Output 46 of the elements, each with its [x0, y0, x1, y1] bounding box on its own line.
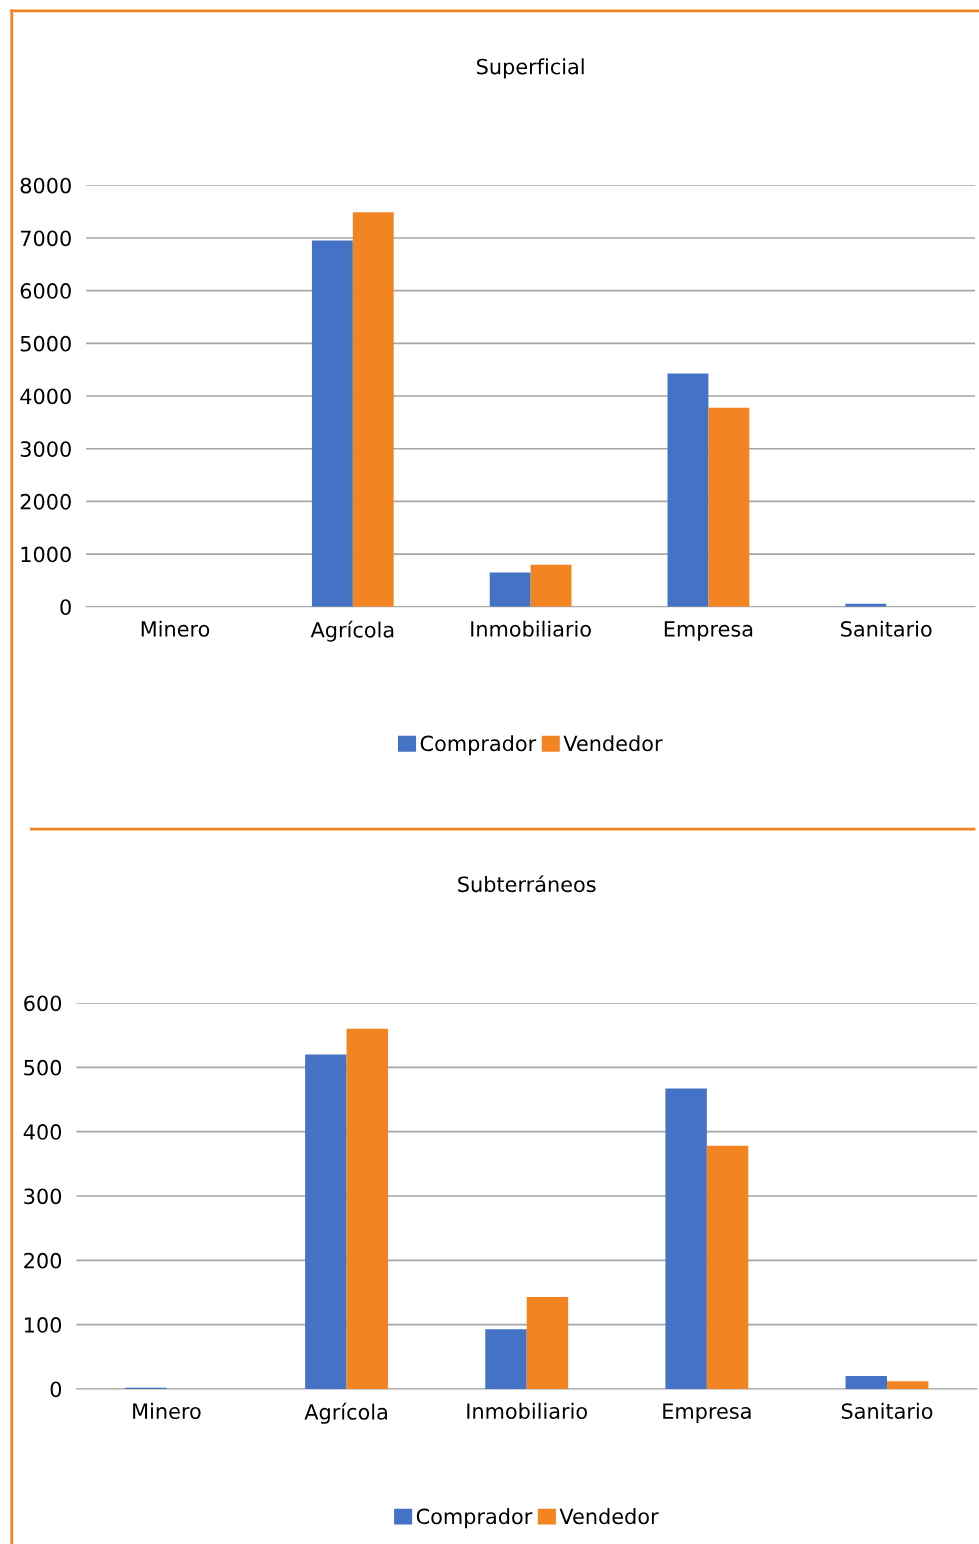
bar — [526, 1296, 569, 1389]
y-tick-label: 500 — [24, 1059, 62, 1076]
y-tick-label: 2000 — [20, 493, 71, 510]
x-tick-label: Minero — [133, 1402, 201, 1419]
x-tick-label: Agrícola — [310, 620, 394, 642]
bar — [665, 1088, 707, 1389]
y-tick-label: 4000 — [20, 388, 71, 405]
x-tick-label: Sanitario — [841, 1402, 933, 1419]
bar — [305, 1054, 347, 1389]
bar — [667, 373, 709, 607]
chart-title: Superficial — [477, 58, 584, 79]
y-tick-label: 600 — [24, 995, 62, 1012]
bar — [311, 240, 353, 607]
y-tick-label: 0 — [60, 599, 71, 615]
y-tick-label: 100 — [25, 1317, 62, 1333]
bar — [886, 1381, 929, 1389]
x-tick-label: Inmobiliario — [471, 620, 591, 637]
y-tick-label: 400 — [23, 1124, 62, 1140]
y-tick-label: 200 — [24, 1252, 62, 1269]
bar — [708, 407, 750, 607]
bar — [706, 1145, 749, 1389]
x-tick-label: Inmobiliario — [467, 1402, 587, 1419]
y-tick-label: 0 — [50, 1381, 62, 1398]
bar — [346, 1028, 388, 1389]
bar — [352, 212, 394, 607]
x-tick-label: Minero — [141, 620, 210, 637]
y-tick-label: 6000 — [20, 283, 71, 299]
y-tick-label: 5000 — [20, 335, 71, 352]
bar — [489, 572, 531, 607]
x-tick-label: Agrícola — [304, 1402, 387, 1424]
x-tick-label: Empresa — [664, 621, 753, 641]
y-tick-label: 300 — [24, 1188, 62, 1205]
legend-label: Vendedor — [563, 735, 663, 752]
y-tick-label: 8000 — [20, 177, 71, 194]
legend-label: Comprador — [420, 735, 537, 756]
legend-label: Comprador — [416, 1508, 533, 1529]
y-tick-label: 7000 — [20, 230, 71, 247]
bar — [530, 564, 572, 607]
x-tick-label: Sanitario — [841, 620, 932, 637]
y-tick-label: 3000 — [20, 441, 71, 457]
bar — [845, 1376, 887, 1389]
x-tick-label: Empresa — [663, 1403, 751, 1424]
y-tick-label: 1000 — [21, 546, 71, 563]
bar — [485, 1329, 527, 1389]
chart-title: Subterráneos — [458, 875, 596, 893]
legend-label: Vendedor — [559, 1508, 659, 1525]
